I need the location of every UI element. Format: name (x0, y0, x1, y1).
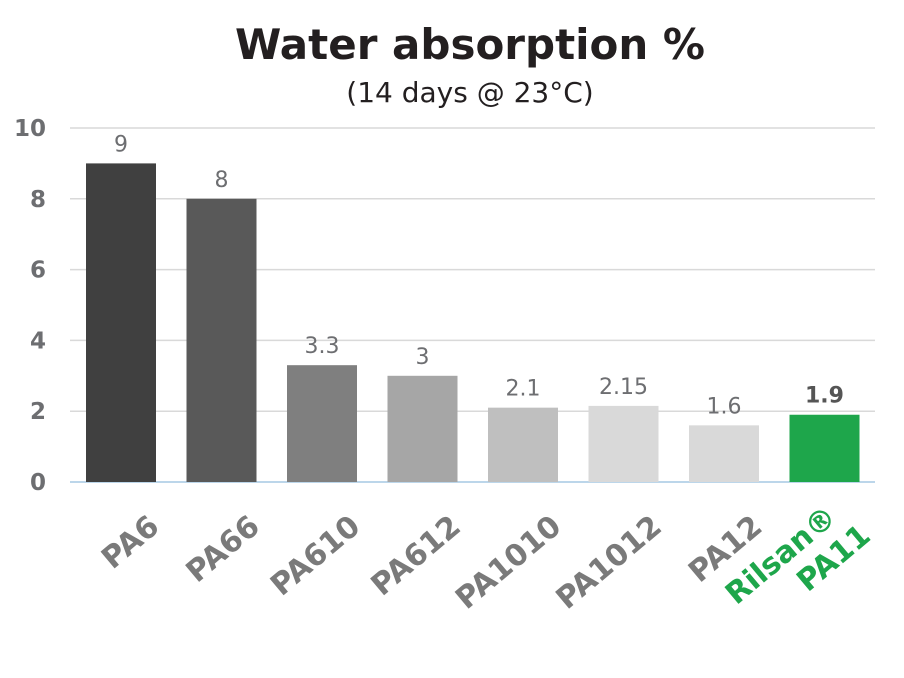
chart-subtitle: (14 days @ 23°C) (346, 76, 594, 109)
bar-pa12 (689, 425, 759, 482)
x-tick-label-line: PA1012 (550, 509, 669, 617)
bar-pa610 (287, 365, 357, 482)
x-tick-label-line: PA610 (264, 509, 367, 603)
bar-pa6 (86, 163, 156, 482)
data-labels: 9 8 3.3 3 2.1 2.15 1.6 1.9 (114, 132, 844, 419)
y-tick-label: 8 (30, 187, 46, 213)
y-tick-label: 10 (14, 116, 46, 142)
y-tick-label: 4 (30, 328, 46, 354)
bar-pa1010 (488, 407, 558, 482)
y-tick-label: 2 (30, 399, 46, 425)
x-tick-label: PA66 (180, 509, 267, 590)
y-tick-label: 0 (30, 470, 46, 496)
data-label: 8 (215, 168, 229, 193)
x-tick-label-line: PA66 (180, 509, 267, 590)
bar-pa66 (186, 198, 257, 483)
x-tick-label: PA1010 (449, 509, 568, 617)
y-axis: 0 2 4 6 8 10 (14, 116, 46, 496)
data-label: 1.6 (707, 394, 742, 419)
bar-pa1012 (588, 405, 659, 482)
data-label: 3.3 (305, 334, 340, 359)
bars (86, 163, 860, 483)
data-label: 2.15 (599, 375, 648, 400)
data-label: 1.9 (805, 384, 844, 409)
x-tick-label: PA1012 (550, 509, 669, 617)
data-label: 9 (114, 132, 128, 157)
y-tick-label: 6 (30, 258, 46, 284)
x-tick-label: PA6 (95, 509, 166, 577)
x-tick-label: PA610 (264, 509, 367, 603)
bar-pa612 (387, 375, 458, 482)
chart-title: Water absorption % (234, 20, 706, 69)
data-label: 2.1 (506, 377, 541, 402)
x-tick-label-line: PA6 (95, 509, 166, 577)
bar-rilsan-pa11 (789, 414, 860, 482)
x-tick-label-line: PA1010 (449, 509, 568, 617)
data-label: 3 (416, 345, 430, 370)
